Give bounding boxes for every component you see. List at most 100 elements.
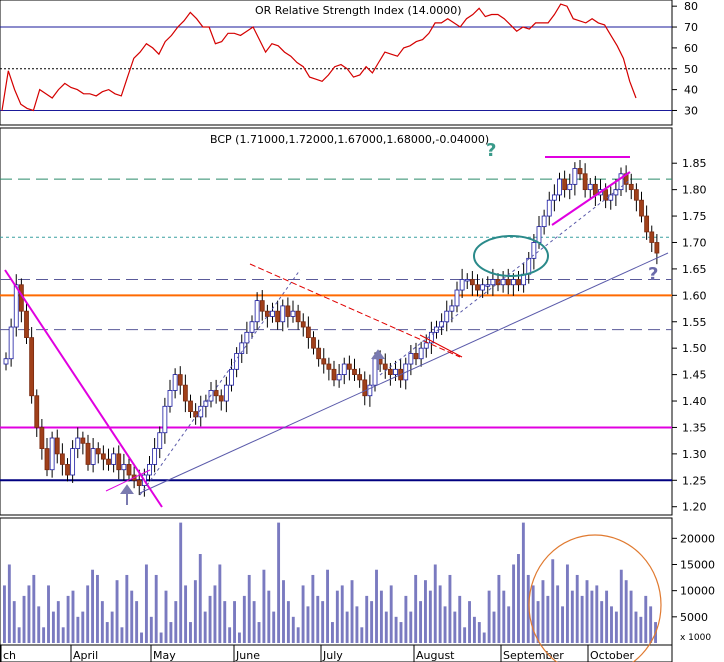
triangle-bottom (551, 171, 631, 226)
price-tick-label: 1.40 (682, 395, 707, 408)
rsi-tick-label: 70 (684, 21, 698, 34)
volume-bar (203, 611, 207, 643)
candle-body (536, 226, 542, 243)
candle-body (270, 310, 275, 317)
volume-bar (365, 595, 369, 643)
candle-body (464, 279, 470, 282)
volume-bar (619, 569, 623, 643)
volume-bar (144, 564, 148, 643)
candle-body (29, 337, 35, 397)
candle-body (126, 464, 132, 476)
volume-tick-label: 5000 (680, 611, 708, 624)
rsi-line (1, 3, 637, 112)
volume-bar (311, 574, 315, 643)
volume-bar (551, 559, 555, 643)
volume-bar (174, 601, 178, 643)
volume-bar (7, 564, 11, 643)
candle-body (213, 390, 219, 397)
candle-body (136, 479, 142, 486)
volume-bar (404, 595, 408, 643)
question-mark-right: ? (648, 264, 658, 285)
rsi-tick-label: 60 (684, 42, 698, 55)
volume-bar (468, 601, 471, 643)
question-mark-top: ? (486, 140, 496, 161)
candle-body (633, 189, 639, 201)
candle-body (34, 395, 40, 428)
candle-body (49, 437, 55, 471)
volume-bar (42, 627, 46, 643)
candle-body (372, 358, 378, 386)
candle-body (562, 178, 568, 191)
volume-bar (556, 585, 560, 643)
candle-body (13, 284, 19, 328)
downtrend-line-left (4, 269, 163, 508)
volume-bar (512, 564, 516, 643)
volume-bar (595, 585, 599, 643)
volume-bar (531, 585, 535, 643)
candle-body (628, 183, 634, 191)
volume-bar (443, 606, 447, 643)
volume-bar (218, 564, 222, 643)
volume-bar (237, 632, 241, 643)
volume-bar (497, 574, 501, 643)
volume-bar (600, 601, 604, 643)
volume-bar (590, 590, 594, 643)
candle-body (654, 242, 660, 254)
volume-bar (252, 601, 256, 643)
candle-body (387, 368, 393, 375)
volume-bar (375, 569, 378, 643)
volume-bar (585, 580, 589, 643)
volume-bar (580, 595, 584, 643)
x-month-label: ch (3, 649, 16, 662)
candle-body (121, 464, 127, 471)
candle-body (510, 279, 516, 286)
candle-body (223, 384, 229, 402)
volume-bar (135, 601, 139, 643)
candle-body (229, 368, 234, 386)
candle-body (500, 279, 506, 286)
candle-body (490, 279, 496, 286)
volume-bar (614, 611, 618, 643)
volume-bar (184, 585, 188, 643)
volume-bar (76, 616, 80, 643)
candle-body (44, 448, 50, 471)
volume-bar (458, 595, 462, 643)
volume-bar (453, 611, 457, 643)
volume-bar (257, 622, 261, 643)
candle-body (65, 464, 70, 476)
volume-bar (223, 601, 227, 643)
volume-bar (345, 611, 349, 643)
candle-body (162, 405, 168, 434)
price-tick-label: 1.25 (682, 474, 707, 487)
candle-body (541, 215, 547, 228)
price-tick-label: 1.45 (682, 369, 707, 382)
volume-bar (22, 595, 26, 643)
volume-bar (384, 611, 388, 643)
volume-bar (399, 622, 403, 643)
volume-bar (105, 622, 109, 643)
up-arrow-icon (120, 484, 134, 505)
candle-body (275, 310, 281, 323)
volume-bar (428, 590, 432, 643)
candle-body (418, 347, 424, 360)
volume-bar (154, 574, 158, 643)
candle-body (285, 305, 291, 317)
volume-bar (47, 585, 50, 643)
volume-bar (433, 564, 437, 643)
volume-bar (634, 611, 638, 643)
volume-bar (32, 574, 36, 643)
price-tick-label: 1.80 (682, 184, 707, 197)
volume-bar (355, 606, 359, 643)
x-month-label: June (235, 649, 260, 662)
candle-body (444, 310, 450, 323)
volume-bar (472, 616, 476, 643)
price-tick-label: 1.20 (682, 501, 707, 514)
candle-body (567, 183, 573, 191)
candle-body (24, 310, 29, 339)
volume-bar (561, 606, 564, 643)
candle-body (618, 173, 624, 191)
volume-bar (110, 611, 114, 643)
dotted-channel-line-2 (379, 179, 631, 376)
red-down-channel-solid (419, 334, 463, 358)
volume-plot (3, 522, 657, 643)
